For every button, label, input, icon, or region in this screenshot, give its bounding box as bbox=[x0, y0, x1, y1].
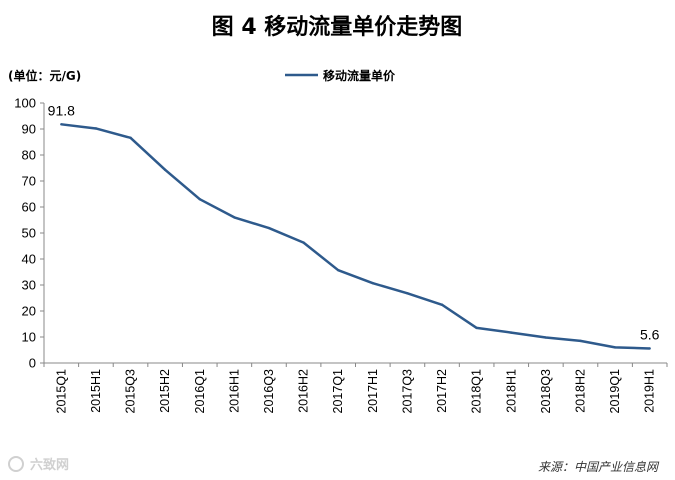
x-tick-label: 2015Q3 bbox=[124, 369, 138, 414]
data-point bbox=[198, 198, 201, 201]
source-note: 来源：中国产业信息网 bbox=[538, 460, 660, 474]
data-labels: 91.8 5.6 bbox=[48, 102, 660, 342]
x-tick-label: 2016Q3 bbox=[262, 369, 276, 414]
x-tick-label: 2017Q3 bbox=[400, 369, 414, 414]
x-tick-label: 2019H1 bbox=[643, 369, 657, 413]
watermark-logo-icon bbox=[8, 456, 24, 472]
x-tick-label: 2016Q1 bbox=[193, 369, 207, 414]
x-tick-label: 2016H2 bbox=[297, 369, 311, 413]
data-point bbox=[163, 168, 167, 172]
legend-label: 移动流量单价 bbox=[323, 68, 396, 83]
x-tick-label: 2015H2 bbox=[158, 369, 172, 413]
data-point bbox=[406, 292, 409, 295]
data-point bbox=[648, 347, 651, 350]
y-tick-label: 50 bbox=[22, 226, 36, 241]
y-tick-label: 90 bbox=[22, 122, 36, 137]
x-tick-label: 2018H2 bbox=[573, 369, 587, 413]
y-tick-label: 100 bbox=[14, 96, 36, 111]
data-point bbox=[94, 127, 98, 130]
y-tick-label: 30 bbox=[22, 278, 36, 293]
y-tick-label: 10 bbox=[22, 330, 36, 345]
chart-title: 图 4 移动流量单价走势图 bbox=[212, 14, 463, 40]
data-label: 5.6 bbox=[640, 326, 660, 342]
data-point bbox=[475, 326, 478, 330]
data-point bbox=[233, 216, 236, 219]
x-tick-label: 2016H1 bbox=[227, 369, 241, 413]
y-unit-label: (单位：元/G) bbox=[8, 68, 81, 83]
data-point bbox=[302, 241, 305, 244]
data-point bbox=[371, 281, 375, 285]
y-tick-label: 60 bbox=[22, 200, 36, 215]
x-tick-label: 2015H1 bbox=[89, 369, 103, 413]
x-tick-label: 2018Q3 bbox=[539, 369, 553, 414]
x-tick-label: 2017H2 bbox=[435, 369, 449, 413]
data-point bbox=[510, 331, 513, 334]
y-tick-label: 80 bbox=[22, 148, 36, 163]
watermark-text: 六致网 bbox=[30, 457, 69, 473]
data-point bbox=[579, 339, 582, 343]
x-axis-ticks: 2015Q1 2015H1 2015Q3 2015H2 2016Q1 2016H1 2016… bbox=[43, 363, 668, 414]
data-point bbox=[129, 136, 132, 140]
x-tick-label: 2017Q1 bbox=[331, 369, 345, 414]
data-point bbox=[440, 303, 444, 306]
watermark: 六致网 bbox=[8, 456, 69, 473]
x-tick-label: 2018H1 bbox=[504, 369, 518, 413]
series-group bbox=[60, 123, 651, 350]
y-axis-ticks: 0 10 20 30 40 50 60 70 80 90 100 bbox=[14, 96, 44, 371]
data-point bbox=[267, 226, 271, 230]
data-point bbox=[336, 268, 340, 272]
data-point bbox=[613, 346, 617, 349]
data-point bbox=[60, 123, 63, 126]
x-tick-label: 2017H1 bbox=[366, 369, 380, 413]
data-label: 91.8 bbox=[48, 102, 75, 118]
y-tick-label: 70 bbox=[22, 174, 36, 189]
data-point bbox=[544, 336, 548, 339]
series-line bbox=[61, 123, 650, 350]
y-tick-label: 40 bbox=[22, 252, 36, 267]
x-tick-label: 2015Q1 bbox=[54, 369, 68, 414]
x-tick-label: 2019Q1 bbox=[608, 369, 622, 414]
y-tick-label: 0 bbox=[29, 356, 36, 371]
y-tick-label: 20 bbox=[22, 304, 36, 319]
x-tick-label: 2018Q1 bbox=[470, 369, 484, 414]
